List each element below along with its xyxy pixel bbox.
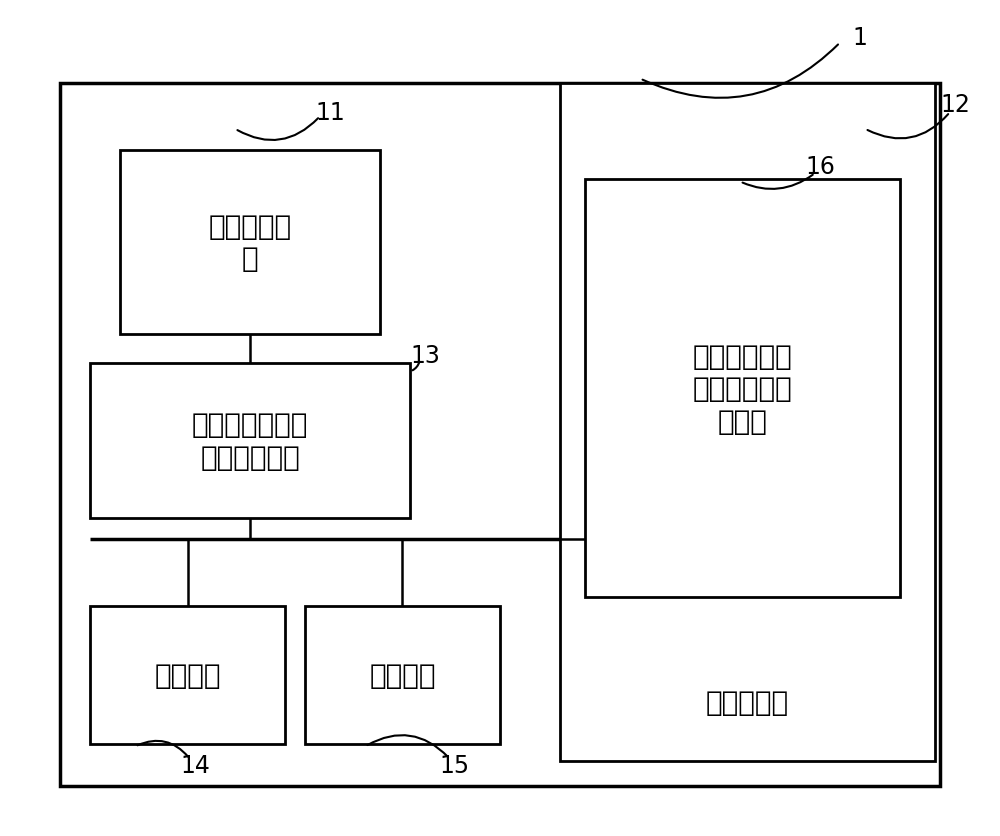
Bar — [120, 150, 380, 334]
Text: 11: 11 — [315, 101, 345, 125]
Text: 12: 12 — [940, 93, 970, 116]
Text: 1: 1 — [853, 26, 867, 49]
Bar — [90, 606, 285, 744]
Text: 湖床盆地定位
及淤泥处理程
序指令: 湖床盆地定位 及淤泥处理程 序指令 — [693, 343, 792, 435]
Text: 湖床盆地定位及
淤泥处理装置: 湖床盆地定位及 淤泥处理装置 — [192, 410, 308, 472]
Text: 14: 14 — [180, 753, 210, 777]
Text: 网络接口: 网络接口 — [369, 661, 436, 689]
Bar — [560, 84, 935, 761]
Bar — [60, 84, 940, 786]
Bar — [305, 606, 500, 744]
Text: 16: 16 — [805, 155, 835, 179]
Text: 声波获取装
置: 声波获取装 置 — [208, 212, 292, 273]
Bar — [585, 180, 900, 598]
Bar — [90, 364, 410, 518]
Text: 13: 13 — [410, 344, 440, 367]
Text: 数据处理器: 数据处理器 — [706, 688, 789, 716]
Text: 15: 15 — [440, 753, 470, 777]
Text: 通信总线: 通信总线 — [154, 661, 221, 689]
